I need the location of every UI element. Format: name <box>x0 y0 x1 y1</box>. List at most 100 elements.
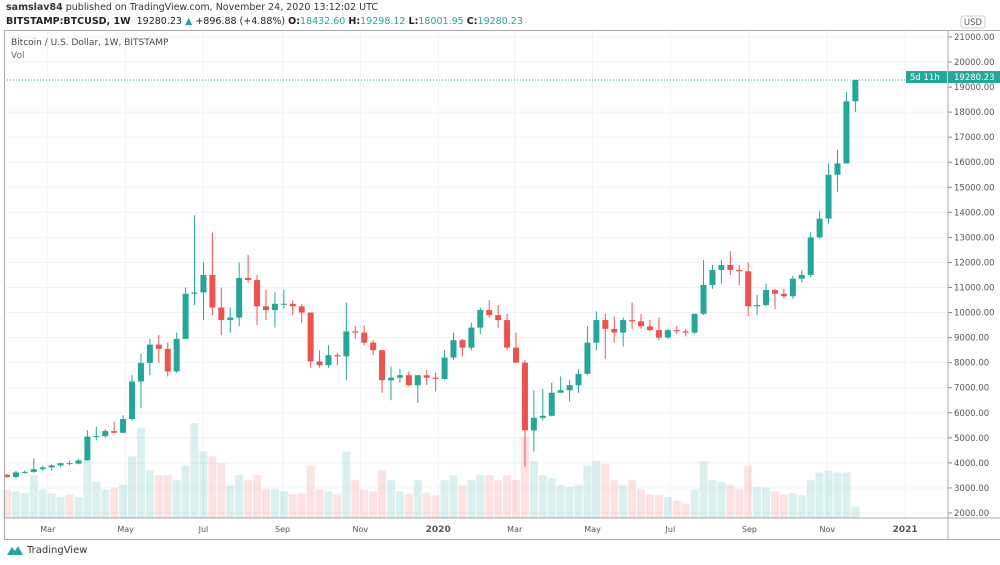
currency-label: USD <box>964 18 983 28</box>
candle-body <box>557 390 564 393</box>
chart-legend-title: Bitcoin / U.S. Dollar, 1W, BITSTAMP <box>11 38 169 48</box>
volume-bar <box>520 437 529 518</box>
candle <box>700 259 707 316</box>
candle <box>396 368 403 383</box>
candle-body <box>387 377 394 381</box>
symbol: BITSTAMP:BTCUSD, 1W <box>6 16 131 27</box>
tradingview-logo-icon <box>7 546 23 555</box>
volume-bar <box>360 489 369 518</box>
volume-bar <box>342 451 351 518</box>
candle-body <box>146 344 153 363</box>
volume-bar <box>779 494 788 518</box>
volume-bar <box>333 494 342 518</box>
candle-body <box>727 264 734 270</box>
candle <box>450 332 457 361</box>
candle-body <box>200 274 207 293</box>
volume-bar <box>440 480 449 518</box>
candle <box>566 380 573 402</box>
x-tick-label: Nov <box>353 525 369 534</box>
volume-bar <box>503 475 512 518</box>
candle-body <box>21 471 28 473</box>
volume-bar <box>154 475 163 518</box>
candle <box>521 360 528 467</box>
candle-body <box>4 474 10 477</box>
volume-bar <box>163 475 172 518</box>
volume-bar <box>190 423 199 518</box>
grid <box>4 31 948 518</box>
candle <box>575 368 582 393</box>
candle-body <box>468 327 475 348</box>
y-tick-label: 15000.00 <box>954 183 995 193</box>
candle <box>468 322 475 351</box>
volume-bar <box>395 491 404 518</box>
candle <box>48 464 55 471</box>
publish-info: samslav84 published on TradingView.com, … <box>6 2 378 14</box>
volume-bar <box>797 495 806 518</box>
candle <box>325 345 332 368</box>
candle <box>655 317 662 341</box>
candle <box>209 232 216 316</box>
candle-body <box>155 344 162 349</box>
candle-body <box>682 331 689 333</box>
candle-body <box>173 338 180 372</box>
candle <box>146 338 153 376</box>
candle-body <box>164 348 171 372</box>
candle-body <box>771 290 778 294</box>
candle-body <box>530 417 537 431</box>
candle <box>280 290 287 309</box>
volume-bar <box>65 494 74 518</box>
y-tick-label: 3000.00 <box>954 484 989 494</box>
volume-bar <box>681 503 690 518</box>
candle-body <box>280 303 287 305</box>
volume-bar <box>815 472 824 518</box>
candle-body <box>718 264 725 270</box>
candle-body <box>789 278 796 297</box>
candle <box>12 470 19 479</box>
candle <box>245 254 252 283</box>
x-tick-label: Sep <box>275 525 290 534</box>
volume-bar <box>449 475 458 518</box>
candle <box>137 353 144 408</box>
candle <box>66 460 73 466</box>
volume-bar <box>574 484 583 518</box>
candle-body <box>405 375 412 386</box>
candle-body <box>137 362 144 382</box>
candle <box>691 313 698 334</box>
y-tick-label: 5000.00 <box>954 434 989 444</box>
candle-body <box>495 315 502 321</box>
volume-bar <box>92 481 101 518</box>
volume-bar <box>645 494 654 518</box>
candle <box>798 269 805 283</box>
volume-bar <box>770 491 779 518</box>
author[interactable]: samslav84 <box>6 2 63 13</box>
candle <box>155 335 162 363</box>
candle-body <box>646 326 653 331</box>
tradingview-logo[interactable]: TradingView <box>6 544 87 556</box>
volume-bar <box>199 451 208 518</box>
volume-bar <box>315 489 324 518</box>
candle-body <box>227 317 234 321</box>
y-tick-label: 11000.00 <box>954 284 995 294</box>
volume-legend: Vol <box>11 51 25 61</box>
currency-badge <box>960 15 986 29</box>
candle <box>539 388 546 421</box>
volume-bar <box>806 480 815 518</box>
volume-bar <box>494 480 503 518</box>
y-tick-label: 14000.00 <box>954 208 995 218</box>
candle-body <box>271 303 278 311</box>
candle-body <box>602 320 609 329</box>
countdown-label: 5d 11h <box>910 73 940 83</box>
change: +896.88 (+4.88%) <box>195 16 286 27</box>
candle-body <box>30 469 37 472</box>
volume-bar <box>181 465 190 518</box>
candle <box>191 215 198 306</box>
candle <box>611 316 618 343</box>
y-tick-label: 21000.00 <box>954 33 995 43</box>
x-tick-label: May <box>117 525 134 534</box>
candle-body <box>736 269 743 272</box>
candle <box>602 313 609 359</box>
candle <box>370 340 377 356</box>
candle <box>84 430 91 461</box>
candle <box>316 350 323 368</box>
